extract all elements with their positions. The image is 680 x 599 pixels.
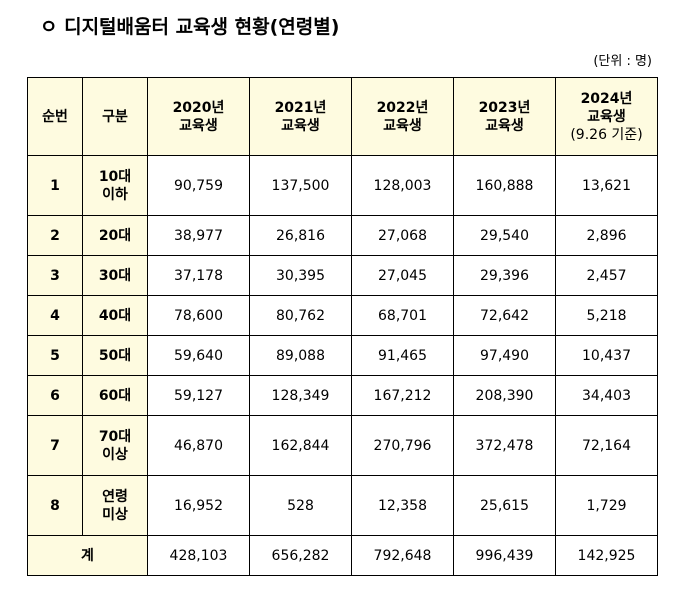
total-2021: 656,282 [249, 535, 352, 576]
cell-2022: 27,045 [351, 255, 454, 296]
row-no: 1 [27, 155, 83, 216]
header-2024: 2024년 교육생 (9.26 기준) [555, 77, 658, 156]
cell-2022: 270,796 [351, 415, 454, 476]
cell-2023: 208,390 [453, 375, 556, 416]
cell-2022: 68,701 [351, 295, 454, 336]
row-no: 3 [27, 255, 83, 296]
row-category: 50대 [82, 335, 148, 376]
cell-2020: 16,952 [147, 475, 250, 536]
cell-2021: 162,844 [249, 415, 352, 476]
cell-2023: 72,642 [453, 295, 556, 336]
cell-2022: 27,068 [351, 215, 454, 256]
header-2021-label: 교육생 [281, 117, 320, 134]
cell-2022: 12,358 [351, 475, 454, 536]
header-2022-label: 교육생 [383, 117, 422, 134]
row-category-line2: 이하 [102, 186, 128, 203]
education-table: 순번 구분 2020년 교육생 2021년 교육생 2022년 교육생 2023년 교육… [27, 77, 658, 576]
row-category-line2: 미상 [102, 506, 128, 523]
cell-2024: 34,403 [555, 375, 658, 416]
header-2020-year: 2020년 [172, 99, 225, 116]
header-2023: 2023년 교육생 [453, 77, 556, 156]
header-2021-year: 2021년 [274, 99, 327, 116]
total-2024: 142,925 [555, 535, 658, 576]
total-row: 계 428,103 656,282 792,648 996,439 142,92… [27, 535, 658, 576]
table-row: 5 50대 59,640 89,088 91,465 97,490 10,437 [27, 335, 658, 376]
total-2020: 428,103 [147, 535, 250, 576]
header-2021: 2021년 교육생 [249, 77, 352, 156]
cell-2020: 90,759 [147, 155, 250, 216]
cell-2023: 97,490 [453, 335, 556, 376]
cell-2021: 26,816 [249, 215, 352, 256]
header-2020: 2020년 교육생 [147, 77, 250, 156]
table-row: 7 70대 이상 46,870 162,844 270,796 372,478 7… [27, 415, 658, 476]
cell-2021: 30,395 [249, 255, 352, 296]
row-no: 7 [27, 415, 83, 476]
row-category-line1: 연령 [102, 488, 128, 505]
cell-2023: 29,396 [453, 255, 556, 296]
cell-2020: 78,600 [147, 295, 250, 336]
total-label: 계 [27, 535, 148, 576]
cell-2021: 89,088 [249, 335, 352, 376]
header-2024-label: 교육생 [587, 108, 626, 125]
cell-2022: 91,465 [351, 335, 454, 376]
cell-2020: 46,870 [147, 415, 250, 476]
cell-2021: 528 [249, 475, 352, 536]
cell-2022: 167,212 [351, 375, 454, 416]
row-category-line1: 70대 [98, 428, 132, 445]
table-row: 2 20대 38,977 26,816 27,068 29,540 2,896 [27, 215, 658, 256]
cell-2023: 29,540 [453, 215, 556, 256]
cell-2020: 37,178 [147, 255, 250, 296]
cell-2024: 13,621 [555, 155, 658, 216]
row-category: 40대 [82, 295, 148, 336]
table-row: 3 30대 37,178 30,395 27,045 29,396 2,457 [27, 255, 658, 296]
cell-2024: 5,218 [555, 295, 658, 336]
cell-2020: 59,127 [147, 375, 250, 416]
table-row: 6 60대 59,127 128,349 167,212 208,390 34,… [27, 375, 658, 416]
row-category: 60대 [82, 375, 148, 416]
cell-2020: 38,977 [147, 215, 250, 256]
row-no: 8 [27, 475, 83, 536]
row-no: 4 [27, 295, 83, 336]
row-category: 연령 미상 [82, 475, 148, 536]
header-category: 구분 [82, 77, 148, 156]
cell-2021: 137,500 [249, 155, 352, 216]
header-2023-year: 2023년 [478, 99, 531, 116]
header-2020-label: 교육생 [179, 117, 218, 134]
row-category: 70대 이상 [82, 415, 148, 476]
total-2023: 996,439 [453, 535, 556, 576]
cell-2021: 128,349 [249, 375, 352, 416]
unit-label: (단위 : 명) [593, 54, 652, 69]
row-no: 2 [27, 215, 83, 256]
header-2023-label: 교육생 [485, 117, 524, 134]
header-row: 순번 구분 2020년 교육생 2021년 교육생 2022년 교육생 2023년 교육… [27, 77, 658, 156]
header-no: 순번 [27, 77, 83, 156]
header-2022-year: 2022년 [376, 99, 429, 116]
row-no: 6 [27, 375, 83, 416]
total-2022: 792,648 [351, 535, 454, 576]
cell-2024: 2,896 [555, 215, 658, 256]
cell-2021: 80,762 [249, 295, 352, 336]
cell-2024: 10,437 [555, 335, 658, 376]
row-category: 30대 [82, 255, 148, 296]
cell-2024: 2,457 [555, 255, 658, 296]
header-2022: 2022년 교육생 [351, 77, 454, 156]
cell-2023: 372,478 [453, 415, 556, 476]
row-no: 5 [27, 335, 83, 376]
table-row: 1 10대 이하 90,759 137,500 128,003 160,888 1… [27, 155, 658, 216]
page-title: ㅇ 디지털배움터 교육생 현황(연령별) [40, 16, 340, 38]
table-row: 8 연령 미상 16,952 528 12,358 25,615 1,729 [27, 475, 658, 536]
row-category: 10대 이하 [82, 155, 148, 216]
cell-2020: 59,640 [147, 335, 250, 376]
cell-2023: 25,615 [453, 475, 556, 536]
header-2024-year: 2024년 [580, 90, 633, 107]
row-category-line2: 이상 [102, 446, 128, 463]
header-2024-note: (9.26 기준) [570, 126, 643, 143]
cell-2024: 72,164 [555, 415, 658, 476]
cell-2022: 128,003 [351, 155, 454, 216]
cell-2023: 160,888 [453, 155, 556, 216]
row-category: 20대 [82, 215, 148, 256]
table-row: 4 40대 78,600 80,762 68,701 72,642 5,218 [27, 295, 658, 336]
row-category-line1: 10대 [98, 168, 132, 185]
cell-2024: 1,729 [555, 475, 658, 536]
